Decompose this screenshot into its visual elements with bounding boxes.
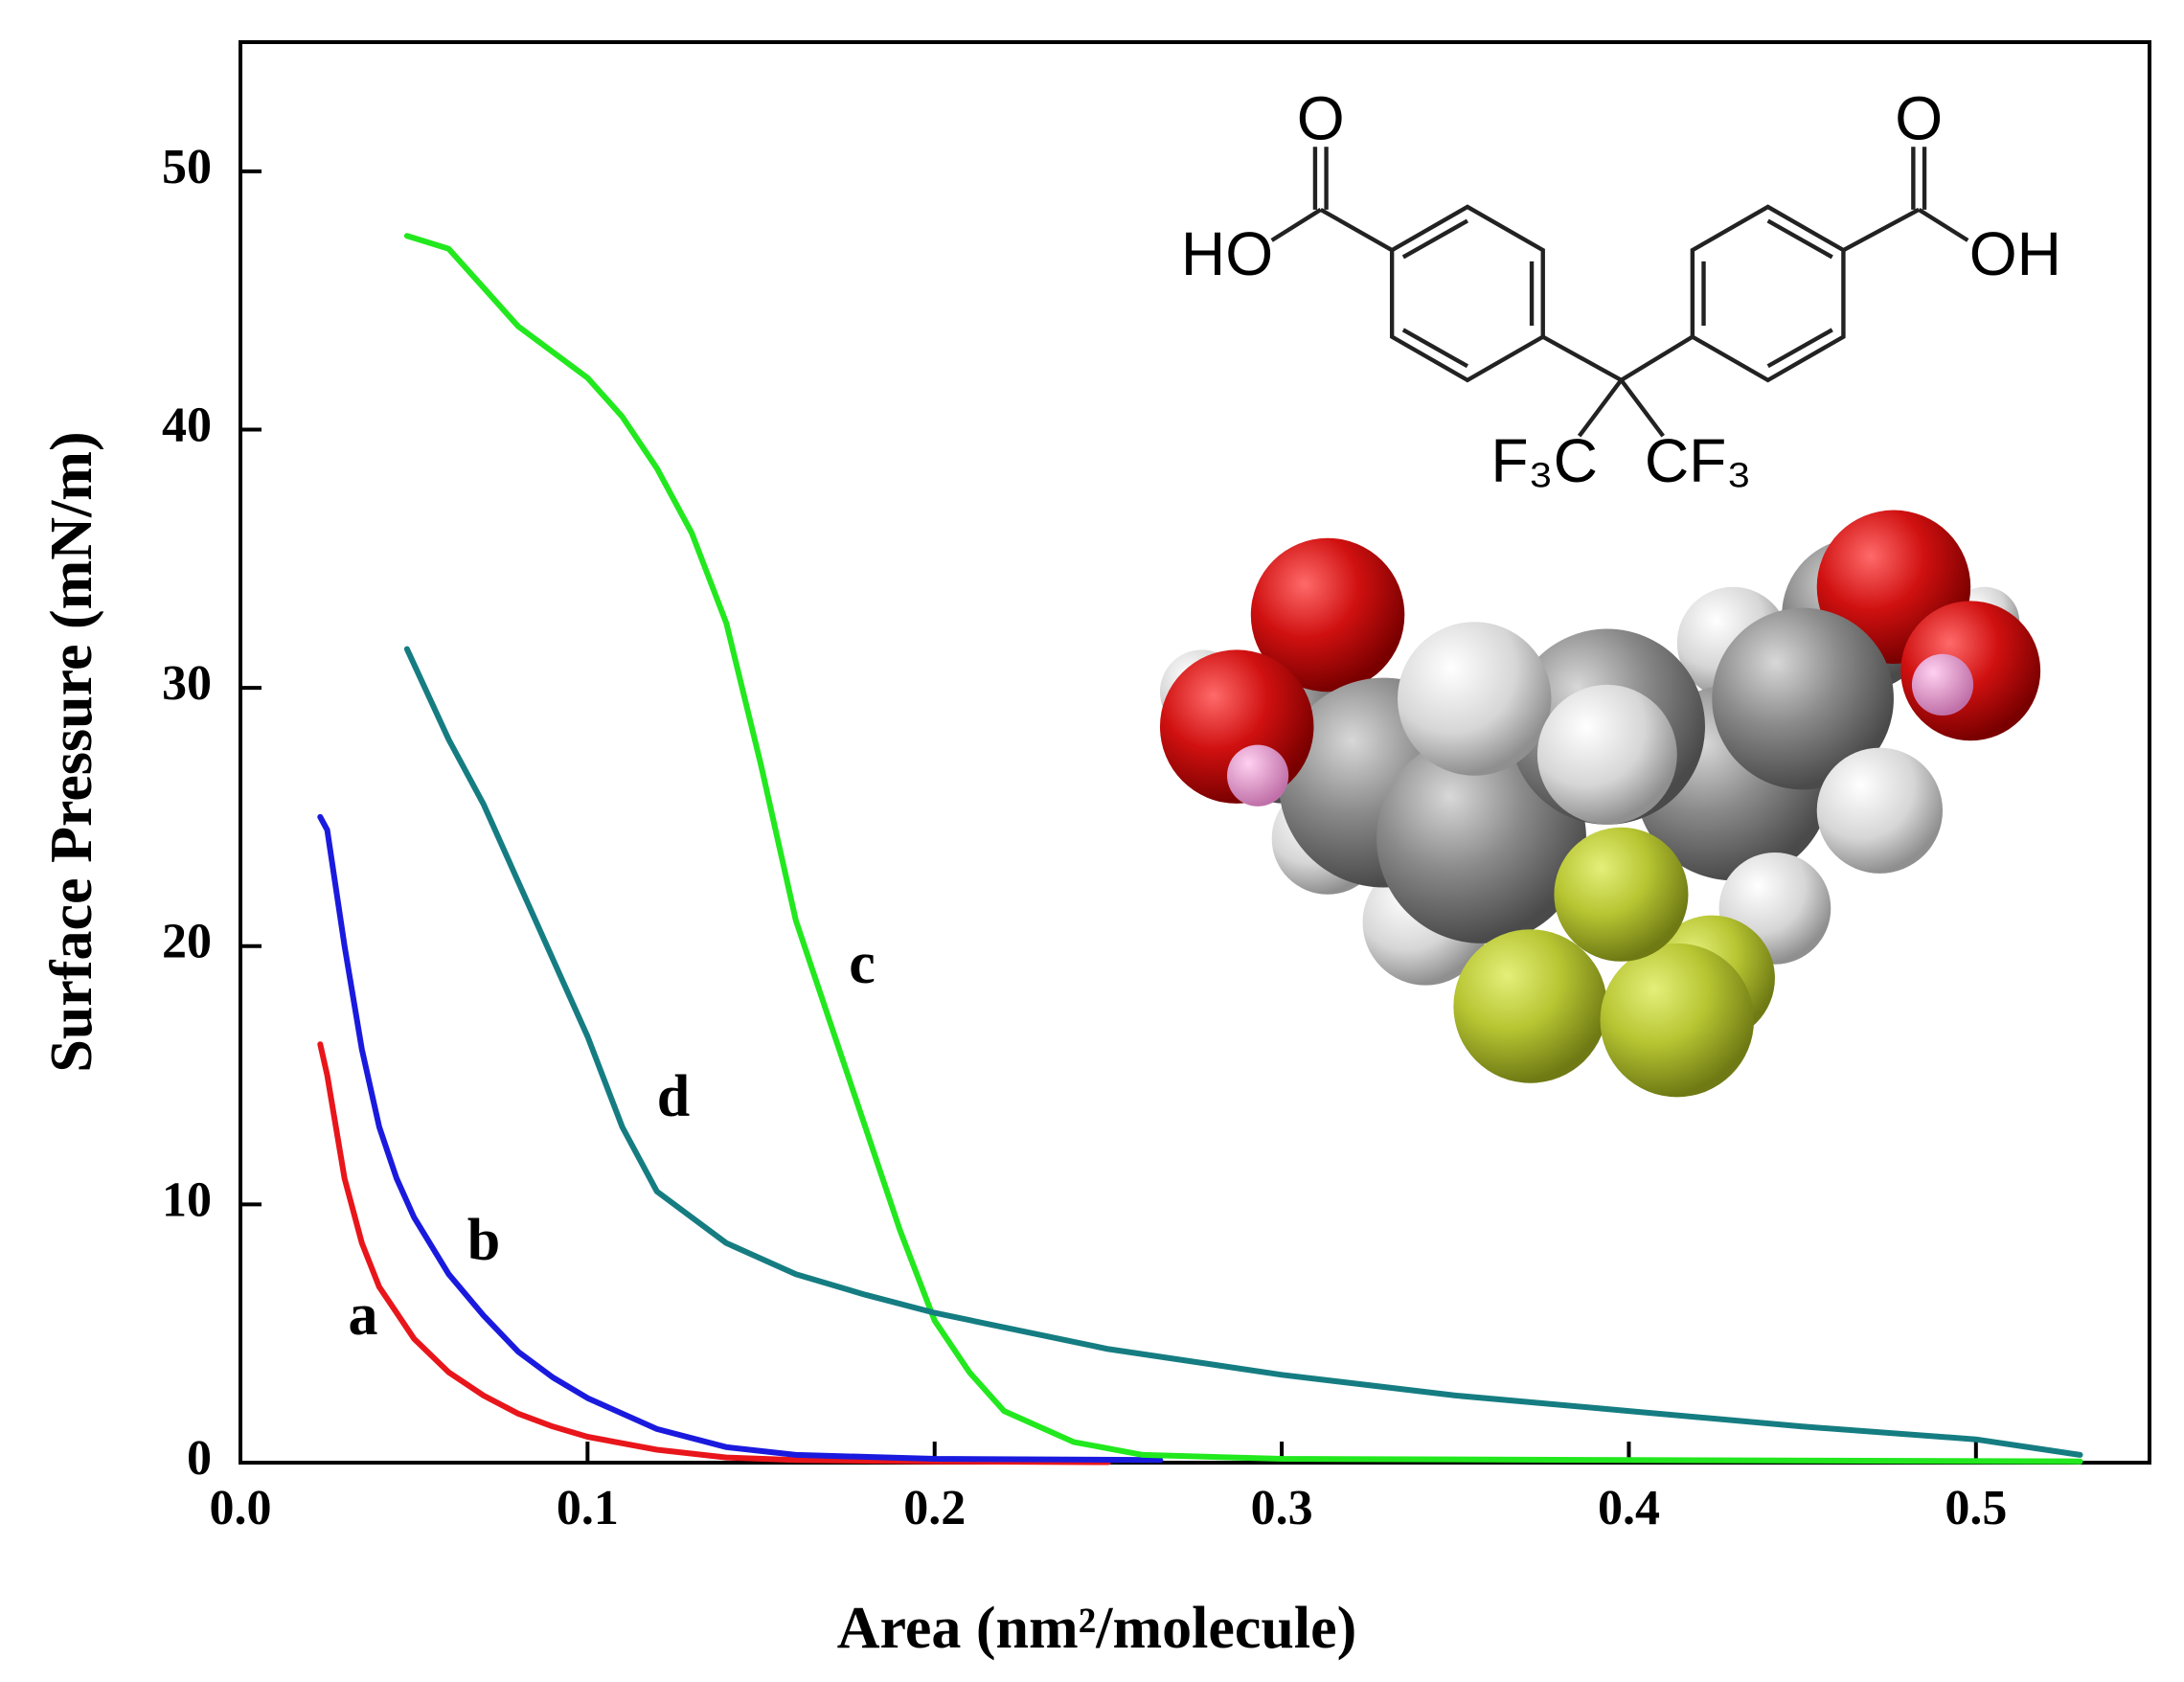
x-tick-label: 0.3 — [1251, 1481, 1313, 1535]
structure-formula: O HO O OH F₃C CF₃ — [1181, 83, 2061, 494]
x-tick-label: 0.0 — [210, 1481, 272, 1535]
curve-label: d — [657, 1064, 690, 1129]
atom-label: OH — [1969, 219, 2061, 288]
curve-label: b — [467, 1208, 500, 1273]
y-tick-label: 0 — [187, 1431, 212, 1486]
y-tick-label: 50 — [162, 140, 212, 194]
y-tick-label: 10 — [162, 1172, 212, 1227]
molecule-inset: O HO O OH F₃C CF₃ — [1159, 83, 2061, 1098]
y-tick-label: 30 — [162, 656, 212, 711]
y-tick-label: 20 — [162, 915, 212, 969]
x-tick-label: 0.5 — [1945, 1481, 2007, 1535]
y-axis-title: Surface Pressure (mN/m) — [39, 431, 104, 1072]
atom-label: HO — [1181, 219, 1273, 288]
atom-label: F₃C — [1490, 426, 1598, 495]
x-tick-label: 0.4 — [1598, 1481, 1660, 1535]
curve — [317, 813, 1164, 1464]
curve — [403, 646, 2083, 1458]
y-tick-label: 40 — [162, 398, 212, 452]
curve-label: a — [349, 1283, 378, 1348]
curve-label: c — [849, 931, 876, 996]
atom-label: CF₃ — [1645, 426, 1752, 495]
curve — [403, 233, 2083, 1465]
x-tick-label: 0.2 — [903, 1481, 966, 1535]
plot-frame — [239, 40, 2151, 1465]
space-filling-model — [1159, 510, 2041, 1098]
x-tick-label: 0.1 — [557, 1481, 619, 1535]
atom-label: O — [1297, 83, 1345, 152]
curve — [317, 1041, 1111, 1466]
atom-label: O — [1895, 83, 1943, 152]
x-axis-title: Area (nm²/molecule) — [837, 1596, 1357, 1661]
